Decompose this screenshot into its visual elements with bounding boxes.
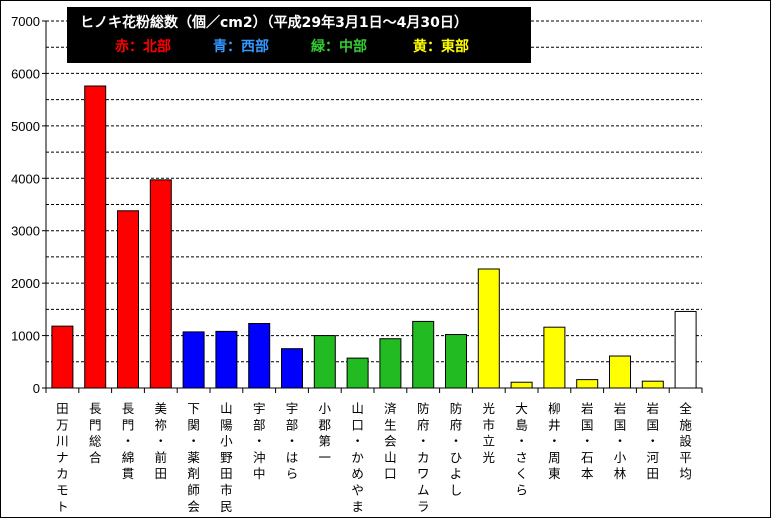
bar xyxy=(281,348,303,389)
y-tick-label: 2000 xyxy=(11,276,40,291)
category-label: 岩国・河田 xyxy=(647,401,660,481)
legend-background xyxy=(67,7,531,63)
category-label: 長門・綿貫 xyxy=(122,401,135,481)
bar xyxy=(182,331,205,389)
category-label: 柳井・周東 xyxy=(548,401,561,481)
bar xyxy=(379,338,402,389)
bar xyxy=(51,325,74,389)
bar xyxy=(445,334,467,389)
category-label: 防府・カワムラ xyxy=(417,401,430,514)
bar xyxy=(346,357,369,389)
bars xyxy=(51,85,697,389)
bar xyxy=(543,326,566,389)
category-label: 岩国・小林 xyxy=(614,401,627,481)
category-label: 山陽小野田市民 xyxy=(220,401,233,514)
category-label: 美祢・前田 xyxy=(155,401,168,481)
category-label: 大島・さくら xyxy=(515,401,528,498)
bar xyxy=(576,379,599,389)
gridlines xyxy=(46,20,702,363)
y-tick-label: 0 xyxy=(33,381,40,396)
category-label: 全施設平均 xyxy=(679,401,692,481)
bar xyxy=(313,335,336,389)
category-labels: 田万川ナカモト 長門総合 長門・綿貫 美祢・前田 下関・薬剤師会 山陽小野田市民 宇部・沖中… xyxy=(56,401,692,514)
y-tick-labels: 0 1000 2000 3000 4000 5000 6000 7000 xyxy=(11,14,40,396)
bar xyxy=(117,210,139,389)
category-label: 光市立光 xyxy=(483,401,496,465)
bar xyxy=(641,380,664,389)
y-tick-label: 7000 xyxy=(11,14,40,29)
category-label: 小郡第一 xyxy=(319,401,332,465)
bar xyxy=(84,85,107,389)
bar xyxy=(609,355,631,389)
category-label: 済生会山口 xyxy=(384,401,397,481)
y-tick-label: 6000 xyxy=(11,66,40,81)
bar xyxy=(477,268,500,389)
category-label: 田万川ナカモト xyxy=(56,401,69,514)
bar xyxy=(412,320,435,389)
y-tick-label: 1000 xyxy=(11,329,40,344)
legend-box: ヒノキ花粉総数（個／cm2）（平成29年3月1日～4月30日） 赤：北部 青：西部 緑… xyxy=(67,7,531,63)
bar xyxy=(215,330,238,389)
bar xyxy=(674,310,697,389)
legend-entry: 黄：東部 xyxy=(413,38,469,55)
axes xyxy=(42,20,703,393)
category-label: 岩国・石本 xyxy=(581,401,594,481)
chart-title: ヒノキ花粉総数（個／cm2）（平成29年3月1日～4月30日） xyxy=(80,14,468,31)
category-label: 長門総合 xyxy=(89,401,102,465)
legend-entry: 緑：中部 xyxy=(311,38,367,55)
y-tick-label: 5000 xyxy=(11,119,40,134)
bar xyxy=(149,179,172,389)
category-label: 下関・薬剤師会 xyxy=(187,401,200,514)
y-tick-label: 3000 xyxy=(11,224,40,239)
bar xyxy=(248,323,271,389)
legend-entry: 赤：北部 xyxy=(115,38,171,55)
category-label: 山口・かめやま xyxy=(351,401,364,514)
category-label: 宇部・沖中 xyxy=(253,401,266,481)
bar xyxy=(510,381,533,389)
category-label: 宇部・はら xyxy=(286,401,299,481)
category-label: 防府・ひよし xyxy=(450,401,463,498)
legend-entry: 青：西部 xyxy=(213,38,269,55)
y-tick-label: 4000 xyxy=(11,171,40,186)
